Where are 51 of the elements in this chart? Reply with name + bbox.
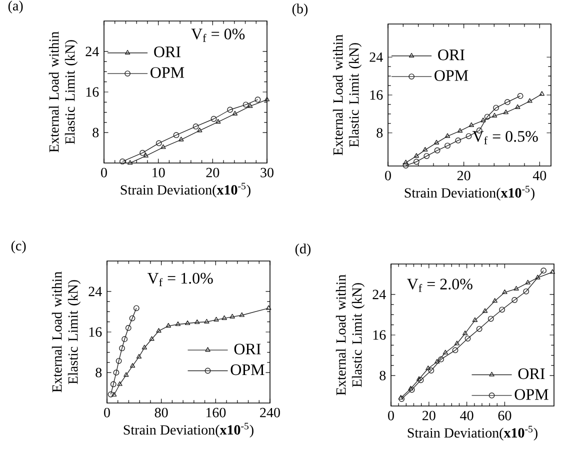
chart-title: (d)	[295, 244, 311, 256]
y-tick-label: 24	[370, 52, 383, 62]
x-axis-title: Strain Deviation(x10$^{-5}$)	[408, 426, 538, 440]
legend-label: OPM	[434, 70, 468, 81]
x-tick-label: 20	[422, 410, 436, 420]
annotation: V$_{f}$ = 0.5%	[472, 130, 538, 144]
legend-label: OPM	[150, 67, 184, 78]
x-tick-label: 40	[532, 170, 546, 180]
y-axis-title: External Load within Elastic Limit (kN)	[332, 34, 362, 156]
legend-label: OPM	[230, 364, 264, 376]
y-tick-label: 24	[86, 46, 99, 56]
annotation: V$_{f}$ = 0%	[191, 28, 245, 42]
y-tick-label: 16	[89, 327, 102, 337]
y-tick-label: 16	[370, 90, 383, 100]
y-tick-label: 8	[376, 128, 383, 138]
y-axis-title: External Load within Elastic Limit (kN)	[52, 272, 81, 392]
x-tick-label: 80	[154, 408, 168, 418]
y-tick-label: 16	[86, 87, 99, 97]
chart-title: (b)	[292, 4, 308, 16]
x-tick-label: 0	[101, 168, 107, 178]
x-tick-label: 60	[498, 410, 512, 420]
x-axis-title: Strain Deviation(x10$^{-5}$)	[120, 182, 250, 198]
x-tick-label: 0	[385, 170, 391, 180]
x-tick-label: 0	[104, 408, 110, 418]
annotation: V$_{f}$ = 2.0%	[407, 278, 472, 292]
x-tick-label: 20	[457, 170, 470, 180]
chart-title: (a)	[8, 0, 23, 14]
x-tick-label: 20	[206, 168, 220, 178]
legend-label: ORI	[234, 344, 261, 354]
legend-label: ORI	[518, 368, 545, 380]
y-axis-title: External Load within Elastic Limit (kN)	[336, 274, 365, 396]
x-axis-title: Strain Deviation(x10$^{-5}$)	[404, 186, 534, 200]
y-tick-label: 16	[373, 330, 386, 340]
y-tick-label: 8	[96, 368, 102, 378]
x-tick-label: 10	[152, 168, 165, 178]
y-axis-title: External Load within Elastic Limit (kN)	[48, 32, 78, 152]
x-tick-label: 30	[260, 168, 274, 178]
legend-label: ORI	[154, 46, 180, 58]
y-tick-label: 8	[380, 370, 386, 380]
y-tick-label: 8	[92, 128, 99, 138]
x-tick-label: 40	[460, 410, 474, 420]
y-tick-label: 24	[372, 290, 386, 300]
legend-label: OPM	[514, 389, 548, 400]
chart-title: (c)	[11, 240, 26, 254]
legend-label: ORI	[438, 50, 464, 60]
annotation: V$_{f}$ = 1.0%	[147, 272, 213, 286]
x-tick-label: 240	[260, 408, 280, 418]
x-tick-label: 0	[388, 410, 394, 420]
x-tick-label: 160	[206, 408, 226, 418]
y-tick-label: 24	[88, 286, 102, 296]
x-axis-title: Strain Deviation(x10$^{-5}$)	[124, 422, 254, 438]
